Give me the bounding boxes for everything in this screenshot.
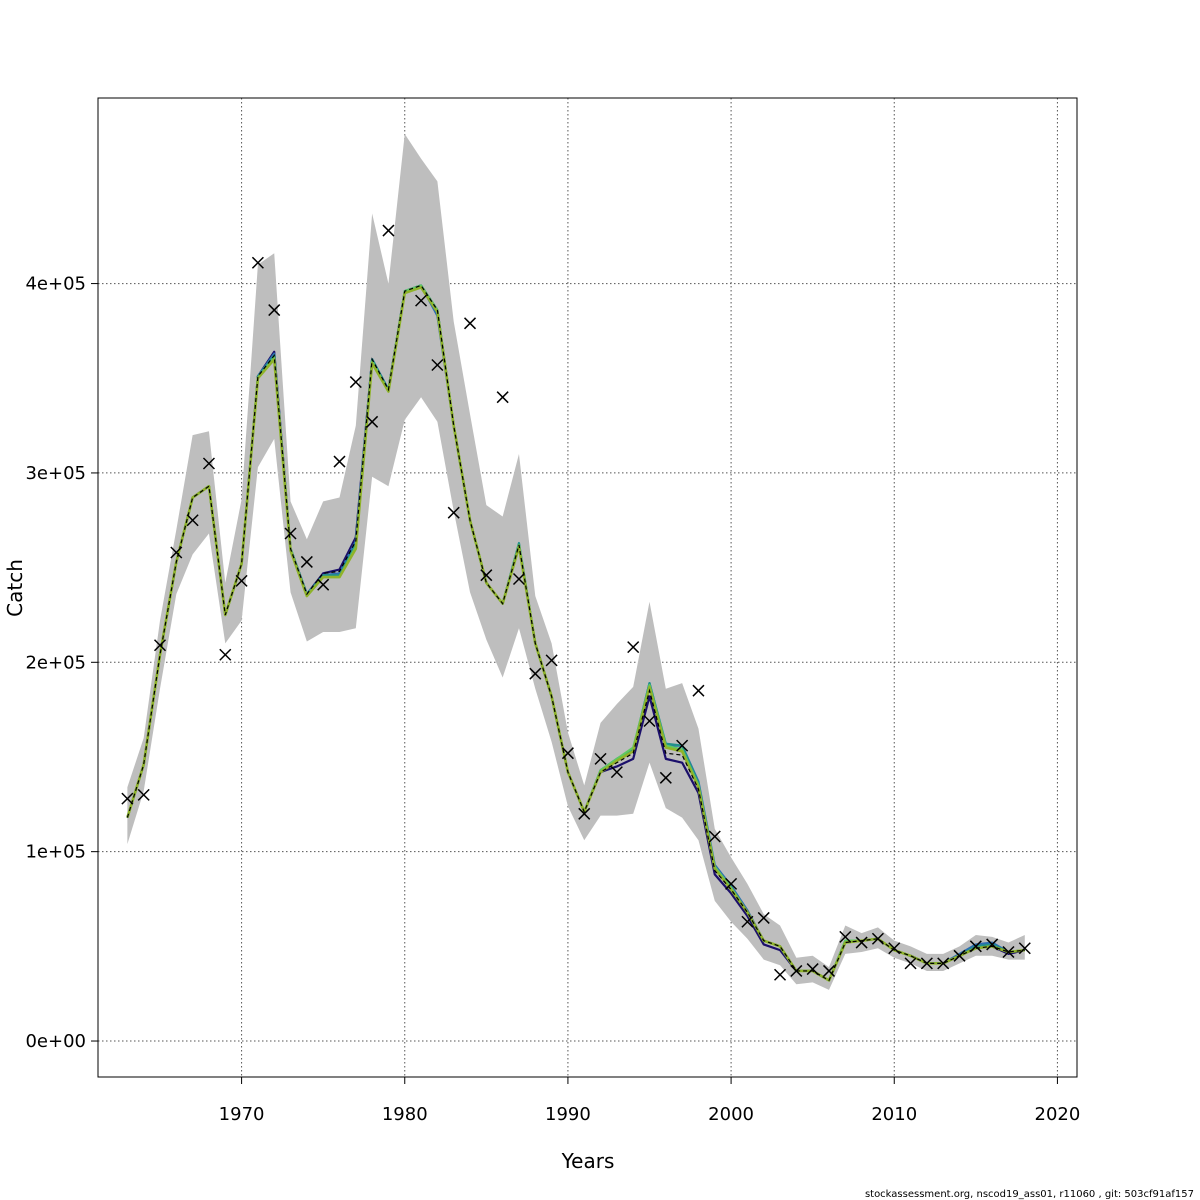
observed-point-2009: [871, 932, 884, 945]
observed-point-1985: [480, 569, 493, 582]
observed-point-1998: [692, 684, 705, 697]
observed-point-1983: [447, 506, 460, 519]
observed-point-2006: [822, 964, 836, 977]
observed-point-1974: [300, 555, 313, 568]
observed-point-1999: [708, 830, 721, 843]
observed-point-1993: [610, 766, 623, 779]
footer-credit: stockassessment.org, nscod19_ass01, r110…: [865, 1189, 1194, 1200]
confidence-band-area: [127, 133, 1025, 990]
observed-point-2012: [920, 957, 933, 970]
estimate-line: [126, 284, 1025, 982]
observed-point-2001: [741, 915, 754, 928]
observed-point-1972: [268, 304, 281, 317]
y-tick-label-0: 0e+00: [25, 1031, 86, 1052]
y-tick-label-400000: 4e+05: [25, 274, 86, 295]
y-axis: 0e+00 1e+05 2e+05 3e+05 4e+05: [25, 274, 98, 1052]
observed-point-1967: [186, 514, 199, 527]
observed-point-1987: [512, 572, 526, 586]
plot-frame: [97, 97, 1078, 1078]
observed-point-1975: [317, 578, 330, 591]
observed-point-1965: [153, 639, 167, 652]
observed-point-2003: [774, 968, 787, 981]
observed-point-1982: [431, 358, 444, 372]
y-axis-title: Catch: [3, 559, 27, 617]
observed-point-1991: [578, 807, 591, 820]
observed-point-1978: [366, 415, 379, 428]
x-tick-label-1970: 1970: [219, 1104, 265, 1125]
observed-point-1969: [219, 648, 232, 661]
observed-point-1976: [333, 455, 346, 468]
observed-point-1989: [545, 654, 558, 667]
x-tick-label-1980: 1980: [382, 1104, 428, 1125]
observed-point-1997: [676, 739, 689, 752]
estimate-line-layer: [126, 284, 1025, 982]
observed-point-1970: [235, 574, 248, 587]
observed-point-2014: [953, 949, 966, 962]
observed-point-2007: [839, 930, 852, 943]
observed-point-2010: [888, 942, 901, 955]
observed-point-1963: [121, 792, 134, 805]
observed-point-1986: [496, 391, 509, 404]
observed-points: [121, 224, 1031, 981]
observed-point-1990: [561, 747, 574, 760]
observed-point-2008: [855, 936, 868, 949]
observed-point-1984: [463, 317, 477, 330]
observed-point-2005: [806, 963, 819, 976]
observed-point-2011: [904, 957, 917, 970]
observed-point-1981: [415, 294, 428, 307]
observed-point-2015: [969, 940, 982, 953]
y-tick-label-100000: 1e+05: [25, 842, 86, 863]
observed-point-2004: [790, 964, 803, 977]
observed-point-2013: [937, 957, 950, 970]
observed-point-1979: [382, 224, 395, 237]
y-tick-label-200000: 2e+05: [25, 652, 86, 673]
observed-point-2002: [757, 911, 770, 924]
x-tick-label-2020: 2020: [1035, 1104, 1081, 1125]
observed-point-2016: [986, 938, 999, 951]
y-tick-label-300000: 3e+05: [25, 463, 86, 484]
observed-point-1994: [627, 641, 640, 654]
confidence-band: [127, 133, 1025, 990]
x-tick-label-1990: 1990: [545, 1104, 591, 1125]
observed-point-2018: [1018, 942, 1031, 955]
observed-point-2000: [725, 877, 738, 890]
observed-point-1995: [643, 714, 656, 728]
observed-point-1964: [137, 788, 150, 801]
observed-point-1971: [251, 256, 264, 269]
x-axis: 1970 1980 1990 2000 2010 2020: [219, 1077, 1081, 1125]
observed-point-1996: [659, 771, 672, 784]
observed-point-1968: [202, 457, 215, 470]
observed-point-1973: [284, 527, 297, 540]
observed-point-1977: [349, 376, 362, 389]
x-tick-label-2010: 2010: [871, 1104, 917, 1125]
observed-point-2017: [1002, 945, 1015, 959]
observed-point-1988: [529, 667, 542, 680]
x-axis-title: Years: [561, 1149, 615, 1173]
observed-point-1992: [594, 752, 607, 765]
x-tick-label-2000: 2000: [708, 1104, 754, 1125]
observed-point-1966: [170, 546, 183, 559]
